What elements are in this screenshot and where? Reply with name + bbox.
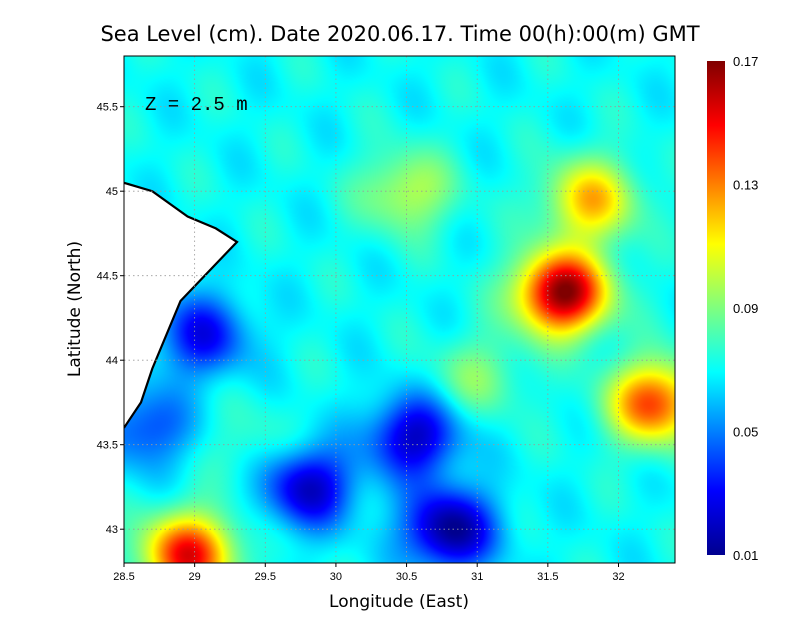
y-tick-label: 44.5 <box>97 271 118 283</box>
colorbar-tick-label: 0.01 <box>733 548 758 563</box>
chart-title: Sea Level (cm). Date 2020.06.17. Time 00… <box>100 22 699 46</box>
coastline <box>124 181 239 429</box>
y-tick-label: 44 <box>106 355 118 367</box>
colorbar: 0.17 0.13 0.09 0.05 0.01 <box>707 54 758 563</box>
colorbar-ticks: 0.17 0.13 0.09 0.05 0.01 <box>733 54 758 563</box>
x-tick-label: 30.5 <box>396 571 417 583</box>
grid-lines <box>124 56 675 563</box>
y-tick-label: 45.5 <box>97 102 118 114</box>
x-tick-label: 30 <box>330 571 342 583</box>
x-axis-label: Longitude (East) <box>329 592 469 612</box>
depth-annotation: Z = 2.5 m <box>145 94 248 116</box>
y-tick-label: 45 <box>106 186 118 198</box>
colorbar-tick-label: 0.05 <box>733 425 758 440</box>
y-axis-label: Latitude (North) <box>65 241 85 377</box>
x-tick-label: 31 <box>471 571 483 583</box>
land-area <box>124 56 237 428</box>
x-tick-label: 31.5 <box>537 571 558 583</box>
y-axis: 43 43.5 44 44.5 45 45.5 <box>97 102 124 536</box>
y-tick-label: 43.5 <box>97 440 118 452</box>
x-axis: 28.5 29 29.5 30 30.5 31 31.5 32 <box>113 563 625 583</box>
y-tick-label: 43 <box>106 524 118 536</box>
x-tick-label: 28.5 <box>113 571 134 583</box>
colorbar-gradient <box>707 61 725 555</box>
sea-level-field <box>124 56 675 563</box>
colorbar-tick-label: 0.17 <box>733 54 758 69</box>
x-tick-label: 29 <box>189 571 201 583</box>
plot-area: Z = 2.5 m <box>123 55 676 564</box>
colorbar-tick-label: 0.13 <box>733 178 758 193</box>
x-tick-label: 29.5 <box>255 571 276 583</box>
plot-frame <box>123 55 676 564</box>
colorbar-tick-label: 0.09 <box>733 301 758 316</box>
x-tick-label: 32 <box>612 571 624 583</box>
